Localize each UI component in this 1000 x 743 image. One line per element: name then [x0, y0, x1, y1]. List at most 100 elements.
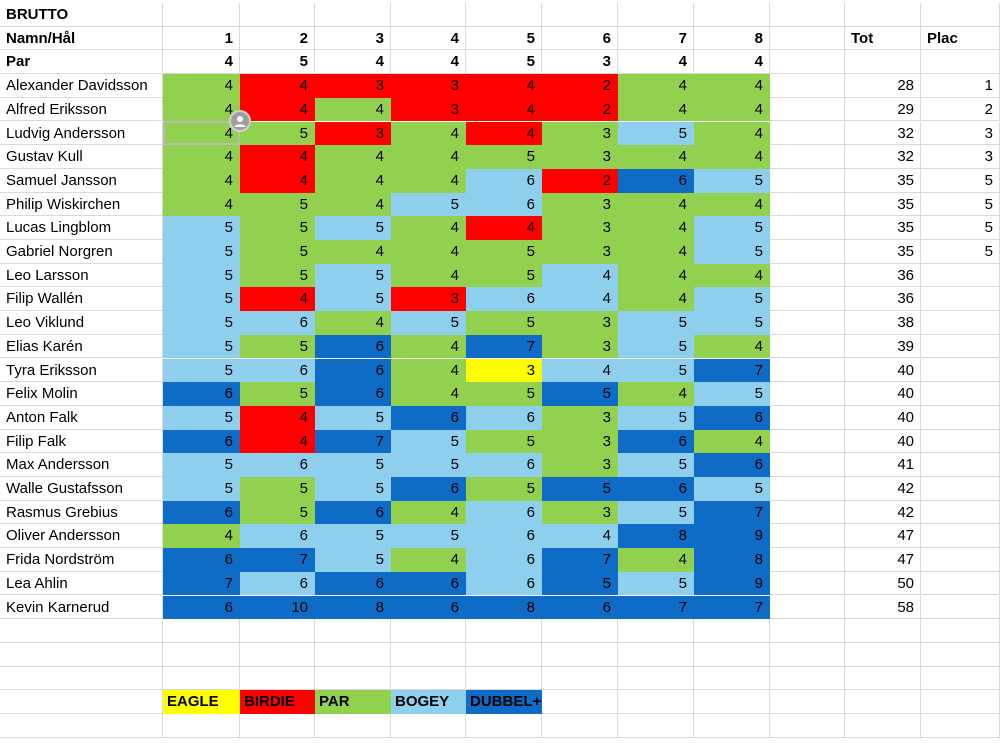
- total-cell[interactable]: 58: [845, 595, 921, 620]
- score-cell[interactable]: 4: [694, 263, 770, 288]
- score-cell[interactable]: 4: [315, 192, 391, 217]
- score-cell[interactable]: 6: [163, 429, 240, 454]
- grid-cell[interactable]: [770, 97, 845, 122]
- grid-cell[interactable]: [770, 382, 845, 406]
- score-cell[interactable]: 5: [694, 287, 770, 312]
- grid-cell[interactable]: [770, 666, 845, 691]
- placement-cell[interactable]: 2: [921, 97, 1000, 122]
- score-cell[interactable]: 5: [694, 216, 770, 240]
- score-cell[interactable]: 6: [391, 477, 466, 501]
- score-cell[interactable]: 5: [618, 121, 694, 146]
- score-cell[interactable]: 3: [391, 97, 466, 122]
- score-cell[interactable]: 4: [391, 168, 466, 193]
- score-cell[interactable]: 4: [391, 382, 466, 406]
- score-cell[interactable]: 4: [391, 358, 466, 383]
- grid-cell[interactable]: [618, 619, 694, 643]
- grid-cell[interactable]: [0, 714, 163, 738]
- par-value-1[interactable]: 4: [163, 50, 240, 75]
- score-cell[interactable]: 7: [466, 334, 542, 359]
- player-name[interactable]: Kevin Karnerud: [0, 595, 163, 620]
- score-cell[interactable]: 5: [240, 121, 315, 146]
- score-cell[interactable]: 4: [391, 145, 466, 169]
- score-cell[interactable]: 4: [240, 429, 315, 454]
- score-cell[interactable]: 5: [618, 358, 694, 383]
- grid-cell[interactable]: [770, 453, 845, 477]
- score-cell[interactable]: 4: [542, 287, 618, 312]
- placement-cell[interactable]: [921, 453, 1000, 477]
- score-cell[interactable]: 4: [163, 524, 240, 549]
- score-cell[interactable]: 6: [466, 168, 542, 193]
- score-cell[interactable]: 4: [163, 121, 240, 146]
- grid-cell[interactable]: [770, 240, 845, 264]
- grid-cell[interactable]: [921, 50, 1000, 75]
- legend-eagle[interactable]: EAGLE: [163, 690, 240, 714]
- score-cell[interactable]: 6: [466, 287, 542, 312]
- player-name[interactable]: Tyra Eriksson: [0, 358, 163, 383]
- score-cell[interactable]: 5: [542, 477, 618, 501]
- score-cell[interactable]: 6: [466, 192, 542, 217]
- grid-cell[interactable]: [240, 619, 315, 643]
- player-name[interactable]: Alfred Eriksson: [0, 97, 163, 122]
- player-name[interactable]: Ludvig Andersson: [0, 121, 163, 146]
- score-cell[interactable]: 4: [391, 121, 466, 146]
- hole-header-1[interactable]: 1: [163, 26, 240, 51]
- grid-cell[interactable]: [542, 666, 618, 691]
- score-cell[interactable]: 3: [542, 405, 618, 430]
- score-cell[interactable]: 6: [315, 358, 391, 383]
- grid-cell[interactable]: [770, 168, 845, 193]
- player-name[interactable]: Lucas Lingblom: [0, 216, 163, 240]
- legend-birdie[interactable]: BIRDIE: [240, 690, 315, 714]
- placement-cell[interactable]: [921, 595, 1000, 620]
- score-cell[interactable]: 4: [694, 74, 770, 98]
- total-cell[interactable]: 35: [845, 192, 921, 217]
- player-name[interactable]: Rasmus Grebius: [0, 500, 163, 525]
- score-cell[interactable]: 5: [240, 263, 315, 288]
- legend-bogey[interactable]: BOGEY: [391, 690, 466, 714]
- score-cell[interactable]: 2: [542, 168, 618, 193]
- grid-cell[interactable]: [466, 642, 542, 667]
- score-cell[interactable]: 4: [618, 240, 694, 264]
- grid-cell[interactable]: [770, 358, 845, 383]
- score-cell[interactable]: 7: [694, 500, 770, 525]
- score-cell[interactable]: 5: [163, 405, 240, 430]
- score-cell[interactable]: 4: [694, 429, 770, 454]
- score-cell[interactable]: 4: [315, 240, 391, 264]
- score-cell[interactable]: 6: [466, 548, 542, 572]
- score-cell[interactable]: 6: [315, 500, 391, 525]
- score-cell[interactable]: 5: [163, 287, 240, 312]
- score-cell[interactable]: 3: [542, 453, 618, 477]
- total-cell[interactable]: 38: [845, 311, 921, 335]
- player-name[interactable]: Lea Ahlin: [0, 571, 163, 596]
- score-cell[interactable]: 3: [391, 287, 466, 312]
- score-cell[interactable]: 4: [466, 74, 542, 98]
- score-cell[interactable]: 4: [618, 97, 694, 122]
- score-cell[interactable]: 5: [163, 358, 240, 383]
- placement-cell[interactable]: 3: [921, 121, 1000, 146]
- player-name[interactable]: Alexander Davidsson: [0, 74, 163, 98]
- score-cell[interactable]: 3: [542, 311, 618, 335]
- score-cell[interactable]: 5: [391, 524, 466, 549]
- score-cell[interactable]: 4: [240, 405, 315, 430]
- score-cell[interactable]: 6: [240, 358, 315, 383]
- grid-cell[interactable]: [466, 666, 542, 691]
- total-cell[interactable]: 35: [845, 216, 921, 240]
- grid-cell[interactable]: [163, 619, 240, 643]
- grid-cell[interactable]: [845, 642, 921, 667]
- score-cell[interactable]: 6: [163, 500, 240, 525]
- total-cell[interactable]: 40: [845, 358, 921, 383]
- score-cell[interactable]: 7: [542, 548, 618, 572]
- score-cell[interactable]: 4: [315, 145, 391, 169]
- score-cell[interactable]: 5: [466, 382, 542, 406]
- player-name[interactable]: Filip Wallén: [0, 287, 163, 312]
- total-cell[interactable]: 36: [845, 263, 921, 288]
- score-cell[interactable]: 4: [618, 192, 694, 217]
- score-cell[interactable]: 5: [542, 382, 618, 406]
- score-cell[interactable]: 8: [315, 595, 391, 620]
- score-cell[interactable]: 5: [240, 216, 315, 240]
- grid-cell[interactable]: [770, 595, 845, 620]
- grid-cell[interactable]: [542, 690, 618, 714]
- score-cell[interactable]: 4: [315, 97, 391, 122]
- player-name[interactable]: Philip Wiskirchen: [0, 192, 163, 217]
- score-cell[interactable]: 5: [315, 405, 391, 430]
